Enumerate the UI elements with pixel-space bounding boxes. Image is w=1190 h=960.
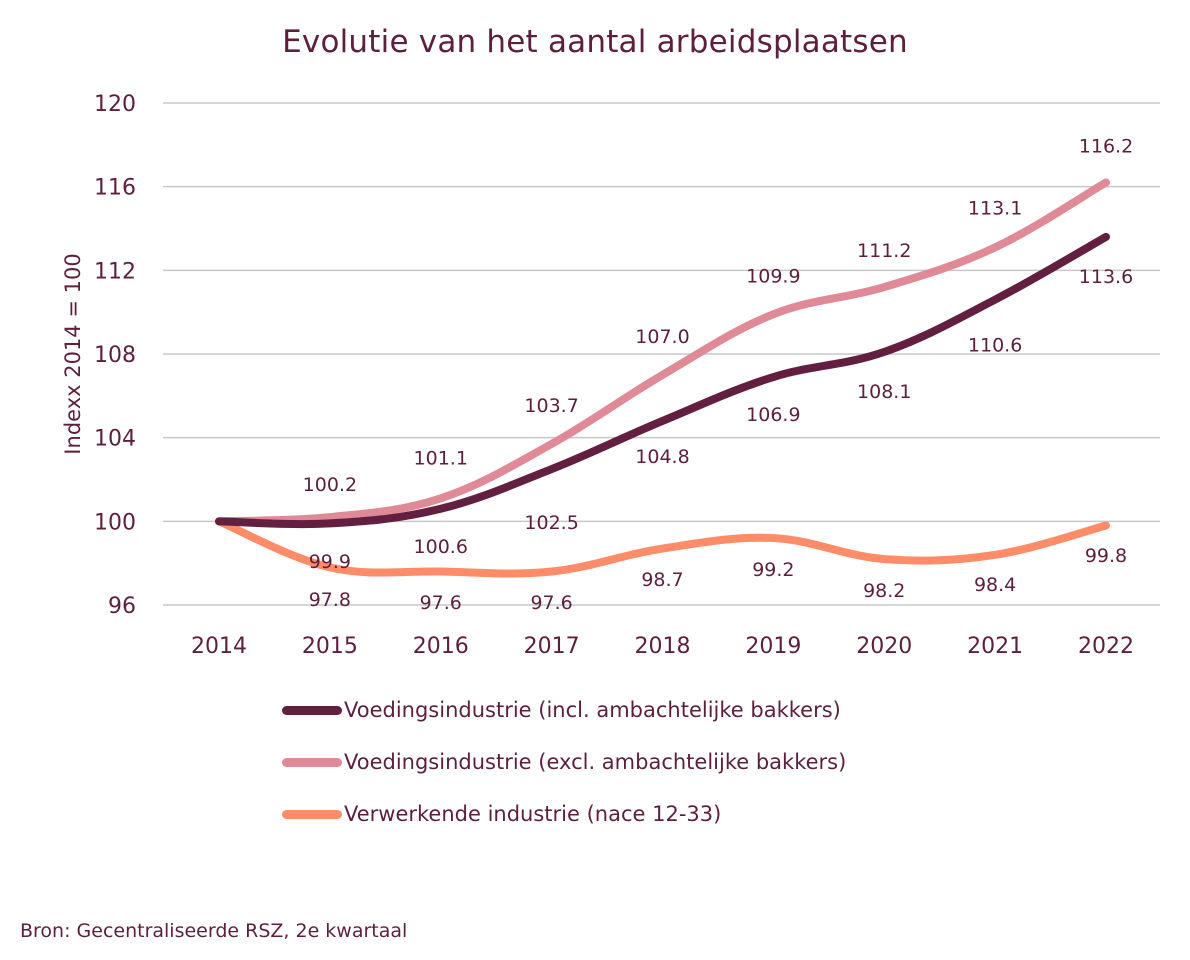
data-label-incl: 99.9 bbox=[309, 551, 351, 573]
x-tick-label: 2020 bbox=[856, 634, 912, 659]
x-tick-label: 2015 bbox=[302, 634, 358, 659]
x-tick-label: 2022 bbox=[1078, 634, 1134, 659]
legend-label-incl: Voedingsindustrie (incl. ambachtelijke b… bbox=[344, 698, 841, 722]
data-label-incl: 108.1 bbox=[857, 381, 911, 403]
data-label-incl: 102.5 bbox=[524, 512, 578, 534]
data-label-verwerkend: 98.7 bbox=[641, 569, 683, 591]
x-tick-label: 2016 bbox=[413, 634, 469, 659]
data-label-verwerkend: 99.2 bbox=[752, 559, 794, 581]
legend-swatch-excl bbox=[282, 757, 342, 767]
data-label-verwerkend: 99.8 bbox=[1085, 545, 1127, 567]
y-tick-label: 100 bbox=[94, 510, 136, 535]
data-label-verwerkend: 97.6 bbox=[420, 592, 462, 614]
y-tick-labels: 96 100 104 108 112 116 120 bbox=[94, 92, 136, 619]
x-tick-label: 2021 bbox=[967, 634, 1023, 659]
legend-label-excl: Voedingsindustrie (excl. ambachtelijke b… bbox=[344, 750, 847, 774]
series-line-verwerkend bbox=[215, 517, 1110, 578]
data-label-excl: 111.2 bbox=[857, 240, 911, 262]
x-tick-label: 2014 bbox=[191, 634, 247, 659]
data-label-excl: 116.2 bbox=[1079, 135, 1133, 157]
x-tick-label: 2017 bbox=[524, 634, 580, 659]
data-label-excl: 101.1 bbox=[414, 447, 468, 469]
data-label-verwerkend: 97.8 bbox=[309, 589, 351, 611]
data-label-verwerkend: 98.4 bbox=[974, 574, 1016, 596]
legend-label-verwerkend: Verwerkende industrie (nace 12-33) bbox=[344, 802, 722, 826]
y-tick-label: 96 bbox=[108, 594, 136, 619]
legend-item-incl[interactable]: Voedingsindustrie (incl. ambachtelijke b… bbox=[282, 684, 846, 736]
legend-swatch-incl bbox=[282, 705, 342, 715]
legend-item-verwerkend[interactable]: Verwerkende industrie (nace 12-33) bbox=[282, 788, 846, 840]
data-label-excl: 100.2 bbox=[303, 474, 357, 496]
data-label-incl: 110.6 bbox=[968, 335, 1022, 357]
data-label-verwerkend: 97.6 bbox=[530, 592, 572, 614]
data-label-incl: 104.8 bbox=[635, 446, 689, 468]
y-tick-label: 120 bbox=[94, 92, 136, 117]
data-label-incl: 100.6 bbox=[414, 536, 468, 558]
series-line-excl bbox=[215, 178, 1110, 526]
y-tick-label: 112 bbox=[94, 259, 136, 284]
data-label-excl: 113.1 bbox=[968, 197, 1022, 219]
series-lines bbox=[215, 178, 1110, 578]
legend-swatch-verwerkend bbox=[282, 809, 342, 819]
data-label-excl: 103.7 bbox=[524, 395, 578, 417]
data-label-verwerkend: 98.2 bbox=[863, 580, 905, 602]
y-tick-label: 104 bbox=[94, 427, 136, 452]
legend-item-excl[interactable]: Voedingsindustrie (excl. ambachtelijke b… bbox=[282, 736, 846, 788]
chart-title: Evolutie van het aantal arbeidsplaatsen bbox=[282, 24, 908, 60]
data-label-incl: 113.6 bbox=[1079, 266, 1133, 288]
x-tick-labels: 2014 2015 2016 2017 2018 2019 2020 2021 2022 bbox=[191, 634, 1134, 659]
data-labels: 99.9 100.6 102.5 104.8 106.9 108.1 110.6 113.6 1… bbox=[303, 135, 1134, 614]
data-label-excl: 109.9 bbox=[746, 265, 800, 287]
y-tick-label: 108 bbox=[94, 343, 136, 368]
data-label-excl: 107.0 bbox=[635, 326, 689, 348]
legend: Voedingsindustrie (incl. ambachtelijke b… bbox=[282, 684, 846, 840]
y-axis-label: Indexx 2014 = 100 bbox=[61, 253, 85, 454]
source-note: Bron: Gecentraliseerde RSZ, 2e kwartaal bbox=[20, 920, 408, 942]
series-line-incl bbox=[215, 232, 1110, 529]
y-tick-label: 116 bbox=[94, 176, 136, 201]
data-label-incl: 106.9 bbox=[746, 404, 800, 426]
x-tick-label: 2019 bbox=[745, 634, 801, 659]
x-tick-label: 2018 bbox=[635, 634, 691, 659]
